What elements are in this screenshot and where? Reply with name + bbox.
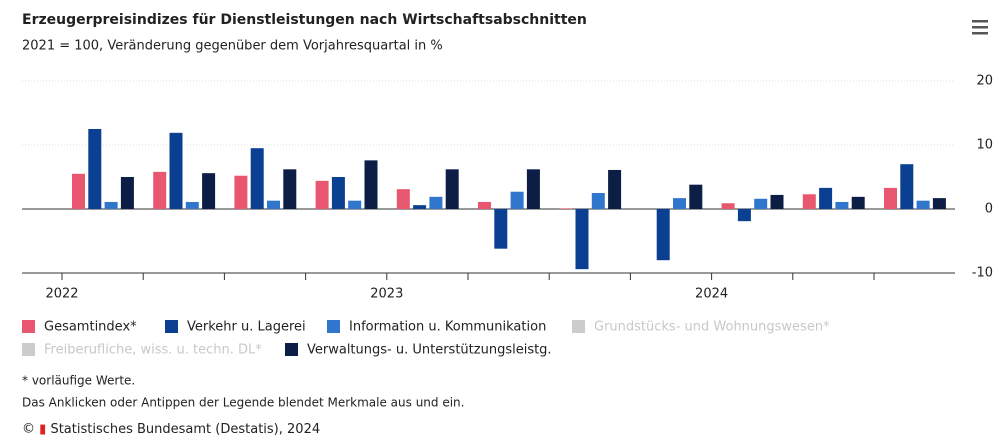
bar: [315, 180, 329, 209]
bar: [754, 198, 768, 209]
legend-swatch: [165, 320, 178, 333]
bar: [802, 194, 816, 209]
legend-item[interactable]: Freiberufliche, wiss. u. techn. DL*: [22, 343, 262, 358]
legend-label: Grundstücks- und Wohnungswesen*: [594, 320, 830, 335]
bar: [575, 209, 589, 270]
bar: [104, 201, 118, 209]
legend-swatch: [22, 320, 35, 333]
bar: [202, 173, 216, 209]
bar: [689, 184, 703, 209]
bar: [608, 169, 622, 209]
chart-title: Erzeugerpreisindizes für Dienstleistunge…: [22, 12, 587, 28]
legend-label: Information u. Kommunikation: [349, 320, 546, 335]
bar: [153, 171, 167, 209]
bar: [72, 173, 85, 209]
x-tick-label: 2023: [370, 287, 403, 302]
legend-item[interactable]: Verkehr u. Lagerei: [165, 320, 306, 335]
bar: [445, 169, 459, 209]
bar: [916, 200, 930, 209]
bar: [234, 175, 248, 209]
bar: [331, 177, 345, 209]
legend-label: Verwaltungs- u. Unterstützungsleistg.: [307, 343, 552, 358]
legend-swatch: [572, 320, 585, 333]
bar: [835, 201, 849, 209]
bar: [250, 148, 264, 209]
bar: [900, 164, 914, 209]
bar: [283, 169, 297, 209]
legend-swatch: [285, 343, 298, 356]
legend-item[interactable]: Information u. Kommunikation: [327, 320, 546, 335]
x-tick-label: 2022: [45, 287, 78, 302]
bar: [770, 194, 784, 209]
bar: [88, 129, 102, 209]
source: © ▮ Statistisches Bundesamt (Destatis), …: [22, 422, 320, 437]
bar: [526, 169, 540, 209]
bar: [364, 160, 378, 209]
bar: [932, 198, 946, 209]
note: Das Anklicken oder Antippen der Legende …: [22, 396, 464, 410]
legend-item[interactable]: Verwaltungs- u. Unterstützungsleistg.: [285, 343, 552, 358]
bar: [673, 198, 686, 209]
bar: [884, 187, 897, 209]
bar: [591, 193, 605, 209]
legend-swatch: [22, 343, 35, 356]
bar: [413, 205, 427, 209]
bar: [851, 196, 865, 209]
legend-label: Freiberufliche, wiss. u. techn. DL*: [44, 343, 262, 358]
menu-icon[interactable]: [972, 20, 988, 35]
legend-item[interactable]: Grundstücks- und Wohnungswesen*: [572, 320, 830, 335]
bar: [494, 209, 508, 249]
bar: [737, 209, 751, 222]
bar: [169, 132, 183, 209]
legend-item[interactable]: Gesamtindex*: [22, 320, 137, 335]
legend-label: Gesamtindex*: [44, 320, 137, 335]
note: * vorläufige Werte.: [22, 374, 135, 388]
bar: [819, 187, 833, 209]
bar: [120, 177, 134, 209]
y-tick-label: 20: [976, 74, 993, 89]
bar: [656, 209, 670, 261]
bar: [185, 201, 199, 209]
bar: [348, 200, 362, 209]
legend: Gesamtindex* Verkehr u. Lagerei Informatio…: [22, 320, 830, 358]
bar: [429, 196, 443, 209]
bar: [559, 208, 573, 209]
source-text: Statistisches Bundesamt (Destatis), 2024: [50, 422, 320, 437]
bar: [510, 191, 524, 209]
x-tick-label: 2024: [695, 287, 728, 302]
legend-swatch: [327, 320, 340, 333]
bar: [396, 189, 410, 209]
y-tick-label: 10: [976, 138, 993, 153]
bar: [721, 203, 735, 209]
bar: [267, 200, 280, 209]
bar: [478, 201, 491, 209]
y-tick-label: 0: [985, 202, 993, 217]
y-tick-label: -10: [972, 266, 993, 281]
legend-label: Verkehr u. Lagerei: [187, 320, 306, 335]
chart-subtitle: 2021 = 100, Veränderung gegenüber dem Vo…: [22, 39, 443, 54]
